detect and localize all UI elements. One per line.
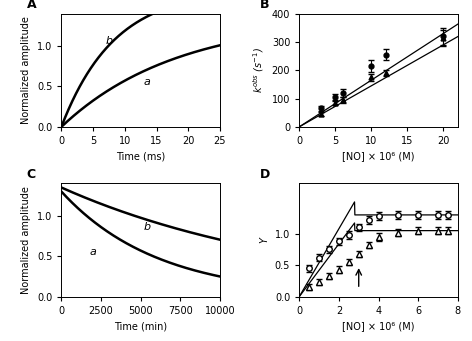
Text: b: b	[144, 222, 151, 232]
X-axis label: [NO] × 10⁶ (M): [NO] × 10⁶ (M)	[342, 151, 415, 161]
Text: B: B	[260, 0, 269, 11]
X-axis label: Time (ms): Time (ms)	[116, 151, 165, 161]
X-axis label: Time (min): Time (min)	[114, 321, 167, 331]
X-axis label: [NO] × 10⁶ (M): [NO] × 10⁶ (M)	[342, 321, 415, 331]
Text: b: b	[106, 36, 113, 46]
Y-axis label: Normalized amplitude: Normalized amplitude	[21, 186, 32, 294]
Y-axis label: $k^{obs}$ (s$^{-1}$): $k^{obs}$ (s$^{-1}$)	[252, 47, 266, 93]
Y-axis label: Y: Y	[259, 237, 270, 243]
Text: D: D	[260, 168, 270, 181]
Y-axis label: Normalized amplitude: Normalized amplitude	[21, 16, 32, 124]
Text: A: A	[26, 0, 36, 11]
Text: C: C	[26, 168, 35, 181]
Text: a: a	[144, 77, 151, 87]
Text: a: a	[90, 247, 97, 257]
